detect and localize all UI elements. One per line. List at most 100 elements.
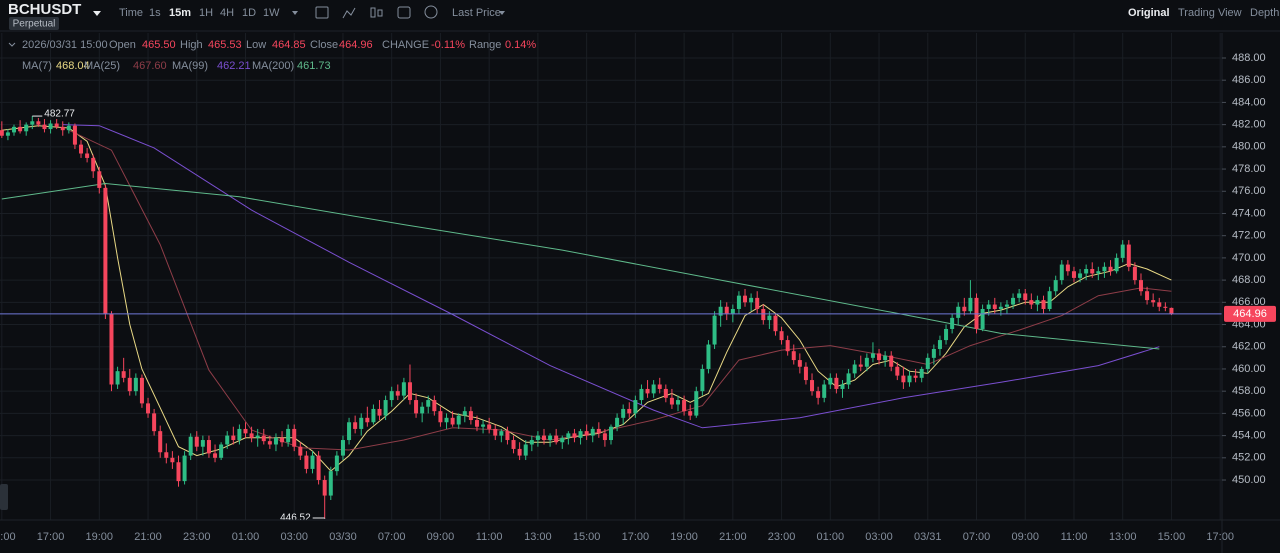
view-option[interactable]: Original [1128,7,1170,19]
candle-body [736,295,741,309]
icon[interactable] [370,7,376,18]
candle-body [359,417,364,429]
candle-body [651,384,656,394]
view-option[interactable]: Depth [1250,7,1279,19]
x-tick-label: 21:00 [134,531,162,543]
candle-body [785,340,790,352]
candle-body [1138,280,1143,292]
y-tick-label: 452.00 [1232,452,1266,464]
candle-body [511,440,516,449]
y-tick-label: 450.00 [1232,474,1266,486]
candle-body [992,304,997,309]
y-tick-label: 486.00 [1232,74,1266,86]
candle-body [621,408,626,418]
side-handle[interactable] [0,484,8,510]
y-tick-label: 460.00 [1232,363,1266,375]
x-tick-label: 03:00 [280,531,308,543]
icon[interactable] [377,9,383,17]
candle-body [657,384,662,389]
candle-body [103,187,108,314]
candle-body [1011,297,1016,305]
y-tick-label: 466.00 [1232,296,1266,308]
icon[interactable] [424,5,438,19]
candle-body [554,435,559,443]
candle-body [986,304,991,309]
candle-body [48,123,53,130]
candle-body [146,403,151,414]
candle-body [365,417,370,423]
interval[interactable]: 1D [242,7,256,19]
candle-body [383,400,388,416]
candle-body [1078,273,1083,278]
interval[interactable]: Time [119,7,143,19]
plot-area: 15:00 17:00 19:00 21:00 23:00 01:00 03:00 03/30… [0,33,1234,543]
candle-body [481,424,486,427]
candle-body [493,428,498,436]
candle-body [816,391,821,398]
candle-body [834,377,839,389]
legend-label: CHANGE [382,39,429,51]
x-tick-label: 07:00 [378,531,406,543]
interval[interactable]: 15m [169,7,191,19]
symbol-dropdown[interactable] [93,11,101,16]
candle-body [663,388,668,398]
toolbar-icons [292,5,505,19]
candle-body [615,417,620,427]
icon[interactable] [397,6,411,19]
view-option[interactable]: Trading View [1178,7,1242,19]
candle-body [767,315,772,321]
candle-body [347,422,352,441]
candle-body [602,433,607,441]
candle-body [791,351,796,361]
ma-legend-name: MA(25) [84,60,120,72]
candle-body [864,357,869,367]
candle-body [828,377,833,385]
candle-body [200,440,205,447]
candle-body [152,413,157,432]
moving-average [1,182,1160,350]
interval[interactable]: 1s [149,7,161,19]
candle-body [432,400,437,412]
candle-body [444,417,449,423]
candle-body [609,426,613,441]
interval[interactable]: 4H [220,7,234,19]
candle-body [353,422,358,429]
candle-body [85,153,90,158]
candle-body [889,355,894,367]
icon[interactable] [342,7,356,19]
last-price-label: 464.96 [1233,308,1267,320]
y-tick-label: 472.00 [1232,230,1266,242]
candle-body [30,121,35,125]
candle-body [158,431,163,453]
ma-legend-name: MA(200) [252,60,294,72]
candle-body [755,297,760,309]
price-type-dropdown[interactable] [499,11,505,15]
interval[interactable]: 1W [263,7,280,19]
interval[interactable]: 1H [199,7,213,19]
x-tick-label: 01:00 [232,531,260,543]
candle-body [523,444,528,456]
x-tick-label: 11:00 [1061,531,1088,543]
candle-body [968,297,973,312]
candle-body [566,433,571,438]
candle-body [633,400,638,414]
price-type[interactable]: Last Price [452,7,501,19]
candle-body [261,435,266,442]
interval-dropdown[interactable] [292,11,298,15]
candle-body [12,126,17,133]
y-tick-label: 484.00 [1232,96,1266,108]
candle-body [676,400,681,405]
candle-body [474,420,479,427]
icon[interactable] [315,6,329,19]
symbol[interactable]: BCHUSDT [8,1,81,18]
candle-body [139,377,144,404]
candle-body [1145,291,1150,301]
x-tick-label: 15:00 [0,531,16,543]
candle-body [730,308,735,314]
candle-body [1126,244,1131,267]
candle-body [1004,304,1009,307]
candle-body [164,452,169,458]
legend-toggle[interactable] [8,42,16,47]
candle-body [560,437,565,443]
